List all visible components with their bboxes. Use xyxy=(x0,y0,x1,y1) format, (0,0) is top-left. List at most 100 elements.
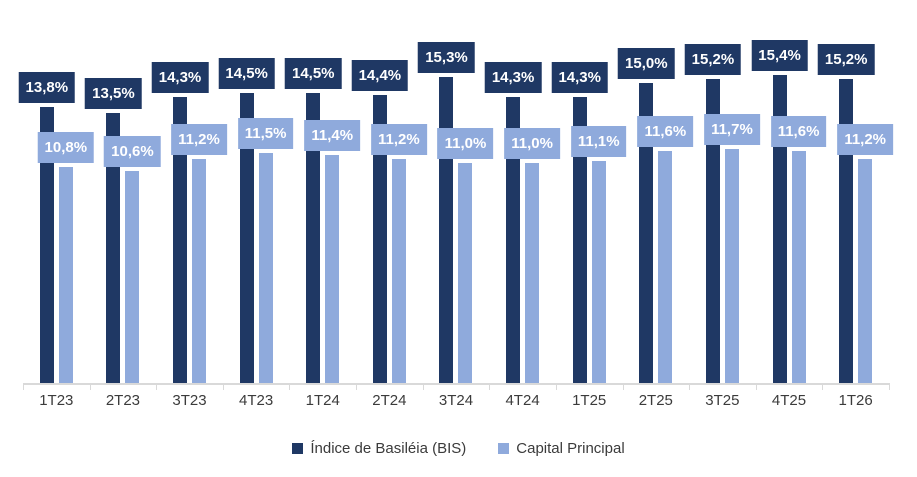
bar-slot-bis-4T24: 14,3% xyxy=(484,62,542,383)
bar-bis-3T24 xyxy=(439,77,454,383)
x-axis-tick xyxy=(889,383,890,390)
x-axis-label-4T25: 4T25 xyxy=(771,392,807,409)
legend-swatch-bis-icon xyxy=(292,443,304,454)
x-axis-label-3T24: 3T24 xyxy=(438,392,474,409)
x-axis-tick xyxy=(555,383,557,390)
bar-bis-1T23 xyxy=(39,107,54,383)
bar-slot-capital-principal-3T23: 11,2% xyxy=(171,63,227,383)
x-axis-label-1T24: 1T24 xyxy=(305,392,340,409)
bar-slot-bis-2T25: 15,0% xyxy=(618,48,675,383)
bar-slot-bis-1T26: 15,2% xyxy=(817,44,875,383)
value-label-bis-2T25: 15,0% xyxy=(618,48,675,79)
legend-swatch-capital-principal-icon xyxy=(498,443,510,454)
x-axis-label-2T24: 2T24 xyxy=(372,392,407,409)
x-axis-tick xyxy=(755,383,757,390)
value-label-capital-principal-1T26: 11,2% xyxy=(837,124,894,155)
bar-capital-principal-4T23 xyxy=(258,153,273,383)
bar-slot-capital-principal-1T24: 11,4% xyxy=(304,63,361,383)
bar-slot-capital-principal-2T25: 11,6% xyxy=(637,63,694,383)
bar-bis-4T25 xyxy=(772,75,787,383)
x-axis-label-4T24: 4T24 xyxy=(505,392,540,409)
x-axis-line xyxy=(23,383,890,385)
bar-bis-2T24 xyxy=(372,95,387,383)
bar-slot-bis-1T24: 14,5% xyxy=(284,58,342,383)
bar-bis-4T23 xyxy=(239,93,254,383)
bar-capital-principal-1T23 xyxy=(58,167,73,383)
value-label-bis-4T24: 14,3% xyxy=(484,62,542,93)
bar-slot-capital-principal-1T25: 11,1% xyxy=(570,63,627,383)
x-axis-tick xyxy=(489,383,491,390)
value-label-capital-principal-4T24: 11,0% xyxy=(504,128,560,159)
value-label-bis-1T24: 14,5% xyxy=(284,58,342,89)
x-axis-tick xyxy=(156,383,158,390)
bar-group-1T25: 14,3% 11,1% xyxy=(551,62,627,383)
value-label-capital-principal-3T25: 11,7% xyxy=(704,114,760,145)
value-label-bis-2T24: 14,4% xyxy=(351,60,409,91)
value-label-bis-4T23: 14,5% xyxy=(218,58,275,89)
bar-bis-1T25 xyxy=(572,97,587,383)
value-label-capital-principal-1T24: 11,4% xyxy=(304,120,361,151)
bar-capital-principal-3T23 xyxy=(192,159,207,383)
x-axis-label-1T26: 1T26 xyxy=(838,392,873,409)
x-axis-labels: 1T23 2T23 3T23 4T23 1T24 2T24 3T24 4T24 1T25 2T25… xyxy=(23,392,889,409)
bar-slot-bis-3T23: 14,3% xyxy=(151,62,209,383)
value-label-capital-principal-4T25: 11,6% xyxy=(770,116,827,147)
x-axis-label-4T23: 4T23 xyxy=(239,392,274,409)
x-axis-label-2T23: 2T23 xyxy=(105,392,141,409)
legend-label-bis: Índice de Basiléia (BIS) xyxy=(310,440,467,457)
bar-slot-bis-1T23: 13,8% xyxy=(18,63,76,383)
value-label-capital-principal-2T23: 10,6% xyxy=(104,136,161,167)
value-label-bis-3T24: 15,3% xyxy=(418,42,475,73)
x-axis-label-2T25: 2T25 xyxy=(638,392,673,409)
value-label-capital-principal-2T24: 11,2% xyxy=(371,124,427,155)
value-label-bis-3T23: 14,3% xyxy=(151,62,209,93)
legend: Índice de Basiléia (BIS) Capital Princip… xyxy=(0,440,917,457)
bar-slot-bis-2T23: 13,5% xyxy=(85,63,142,383)
bar-capital-principal-1T25 xyxy=(591,161,606,383)
x-axis-tick xyxy=(622,383,624,390)
bar-capital-principal-4T24 xyxy=(525,163,540,383)
x-axis-tick xyxy=(689,383,691,390)
bar-slot-capital-principal-2T23: 10,6% xyxy=(104,63,161,383)
value-label-capital-principal-3T23: 11,2% xyxy=(171,124,227,155)
bar-bis-1T24 xyxy=(306,93,321,383)
bar-bis-1T26 xyxy=(839,79,854,383)
bar-slot-capital-principal-2T24: 11,2% xyxy=(371,63,427,383)
x-axis-label-3T25: 3T25 xyxy=(705,392,740,409)
bar-group-2T23: 13,5% 10,6% xyxy=(85,63,161,383)
x-axis-ticks xyxy=(23,383,890,390)
bar-group-1T23: 13,8% 10,8% xyxy=(18,63,95,383)
value-label-bis-1T23: 13,8% xyxy=(18,72,76,103)
value-label-capital-principal-1T23: 10,8% xyxy=(37,132,95,163)
value-label-bis-4T25: 15,4% xyxy=(751,40,808,71)
plot-area: 13,8% 10,8% 13,5% 10,6% 14,3% 11,2% 14,5% 11,5%… xyxy=(18,40,894,383)
bar-group-4T24: 14,3% 11,0% xyxy=(484,62,560,383)
x-axis-label-1T23: 1T23 xyxy=(39,392,74,409)
x-axis-tick xyxy=(289,383,291,390)
legend-label-capital-principal: Capital Principal xyxy=(516,440,625,457)
bar-bis-2T23 xyxy=(106,113,121,383)
x-axis-tick xyxy=(822,383,824,390)
bar-bis-2T25 xyxy=(639,83,654,383)
value-label-bis-3T25: 15,2% xyxy=(684,44,742,75)
x-axis-tick xyxy=(89,383,91,390)
bar-capital-principal-2T25 xyxy=(658,151,673,383)
bar-capital-principal-2T23 xyxy=(125,171,140,383)
bar-bis-3T25 xyxy=(705,79,720,383)
x-axis-label-1T25: 1T25 xyxy=(572,392,607,409)
value-label-bis-1T25: 14,3% xyxy=(551,62,608,93)
bar-slot-bis-3T25: 15,2% xyxy=(684,44,742,383)
bar-group-3T23: 14,3% 11,2% xyxy=(151,62,227,383)
bar-slot-capital-principal-3T25: 11,7% xyxy=(704,63,760,383)
value-label-capital-principal-1T25: 11,1% xyxy=(570,126,627,157)
bar-group-1T24: 14,5% 11,4% xyxy=(284,58,361,383)
bar-slot-bis-4T25: 15,4% xyxy=(751,40,808,383)
bar-bis-3T23 xyxy=(173,97,188,383)
legend-item-bis: Índice de Basiléia (BIS) xyxy=(292,440,466,457)
value-label-capital-principal-3T24: 11,0% xyxy=(437,128,494,159)
value-label-bis-2T23: 13,5% xyxy=(85,78,142,109)
x-axis-tick xyxy=(356,383,358,390)
bar-slot-capital-principal-1T26: 11,2% xyxy=(837,63,894,383)
value-label-capital-principal-2T25: 11,6% xyxy=(637,116,694,147)
